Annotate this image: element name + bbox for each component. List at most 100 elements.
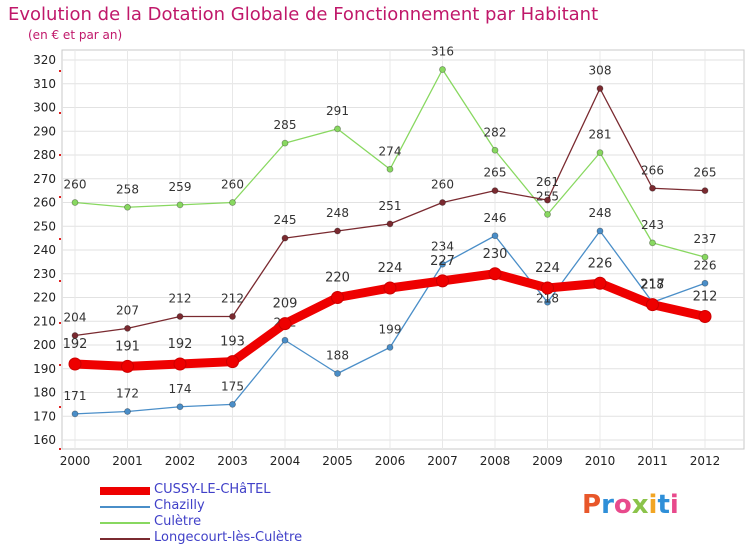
y-tick-label: 310 — [33, 77, 56, 91]
legend-swatch — [100, 506, 150, 508]
legend: CUSSY-LE-CHâTEL Chazilly Culètre Longecourt… — [100, 482, 400, 547]
data-point — [488, 267, 502, 281]
data-point — [541, 281, 554, 295]
data-label: 260 — [221, 178, 244, 192]
legend-item: Chazilly — [100, 498, 400, 515]
x-tick-label: 2007 — [427, 454, 458, 468]
y-tick-label: 170 — [33, 409, 56, 423]
y-tick-label: 240 — [33, 243, 56, 257]
axis-marker — [59, 280, 61, 282]
data-label: 234 — [431, 239, 454, 253]
data-label: 308 — [589, 64, 612, 78]
data-label: 230 — [483, 247, 508, 262]
legend-label: Longecourt-lès-Culètre — [154, 530, 303, 545]
data-point — [281, 234, 289, 242]
data-label: 259 — [169, 180, 192, 194]
axis-marker — [59, 364, 61, 366]
data-point — [383, 281, 397, 295]
data-point — [491, 232, 499, 240]
logo-letter: r — [601, 490, 614, 520]
y-tick-label: 260 — [33, 196, 56, 210]
data-point — [229, 400, 236, 408]
data-label: 224 — [378, 261, 403, 276]
logo-letter: o — [613, 490, 632, 520]
y-tick-label: 230 — [33, 267, 56, 281]
y-tick-label: 270 — [33, 172, 56, 186]
data-label: 246 — [484, 211, 507, 225]
y-tick-label: 190 — [33, 362, 56, 376]
x-tick-label: 2012 — [690, 454, 721, 468]
data-point — [698, 310, 712, 323]
data-point — [121, 359, 134, 373]
data-label: 175 — [221, 379, 244, 393]
legend-label: Chazilly — [154, 498, 205, 513]
data-point — [386, 220, 394, 228]
data-point — [544, 196, 551, 204]
axis-marker — [59, 406, 61, 408]
data-label: 226 — [694, 258, 717, 272]
data-point — [71, 199, 79, 206]
data-label: 291 — [326, 104, 349, 118]
data-point — [334, 370, 341, 377]
data-point — [176, 313, 184, 320]
x-tick-label: 2000 — [60, 454, 91, 468]
data-label: 172 — [116, 387, 139, 401]
axis-marker — [59, 154, 61, 156]
data-point — [491, 187, 499, 195]
data-label: 248 — [326, 206, 349, 220]
data-label: 260 — [64, 178, 87, 192]
data-point — [593, 276, 607, 290]
data-point — [68, 357, 82, 371]
x-tick-label: 2001 — [112, 454, 143, 468]
data-label: 217 — [640, 278, 665, 293]
data-label: 218 — [641, 277, 664, 291]
chart-title: Evolution de la Dotation Globale de Fonc… — [8, 4, 599, 25]
data-label: 188 — [326, 349, 349, 363]
legend-label: CUSSY-LE-CHâTEL — [154, 482, 271, 497]
data-point — [281, 139, 289, 147]
data-point — [278, 317, 292, 331]
data-label: 192 — [168, 337, 193, 352]
data-label: 316 — [431, 45, 454, 59]
y-tick-label: 200 — [33, 338, 56, 352]
logo-letter: i — [648, 490, 658, 520]
data-label: 245 — [274, 213, 297, 227]
y-tick-label: 250 — [33, 219, 56, 233]
y-tick-label: 290 — [33, 124, 56, 138]
y-tick-label: 160 — [33, 433, 56, 447]
data-label: 281 — [589, 128, 612, 142]
data-label: 255 — [536, 189, 559, 203]
data-point — [386, 165, 394, 173]
x-tick-label: 2006 — [375, 454, 406, 468]
data-point — [331, 291, 344, 304]
data-point — [439, 199, 446, 206]
x-tick-label: 2004 — [270, 454, 301, 468]
x-tick-label: 2003 — [217, 454, 248, 468]
data-label: 265 — [484, 166, 507, 180]
data-label: 243 — [641, 218, 664, 232]
data-label: 209 — [273, 297, 298, 312]
legend-swatch — [100, 522, 150, 524]
legend-label: Culètre — [154, 514, 202, 529]
logo-letter: P — [582, 490, 602, 520]
data-point — [176, 201, 184, 209]
data-point — [173, 357, 187, 371]
x-tick-label: 2011 — [637, 454, 668, 468]
data-label: 266 — [641, 163, 664, 177]
data-point — [226, 355, 239, 369]
data-point — [229, 313, 236, 320]
data-label: 174 — [169, 382, 192, 396]
data-label: 192 — [63, 337, 88, 352]
data-label: 218 — [536, 291, 559, 305]
data-point — [491, 146, 499, 154]
data-point — [124, 324, 131, 332]
data-point — [71, 410, 79, 418]
data-label: 171 — [64, 389, 87, 403]
x-tick-label: 2010 — [585, 454, 616, 468]
axis-marker — [59, 322, 61, 324]
x-tick-label: 2008 — [480, 454, 511, 468]
data-point — [596, 149, 604, 157]
data-label: 224 — [535, 261, 560, 276]
data-label: 227 — [430, 254, 455, 269]
